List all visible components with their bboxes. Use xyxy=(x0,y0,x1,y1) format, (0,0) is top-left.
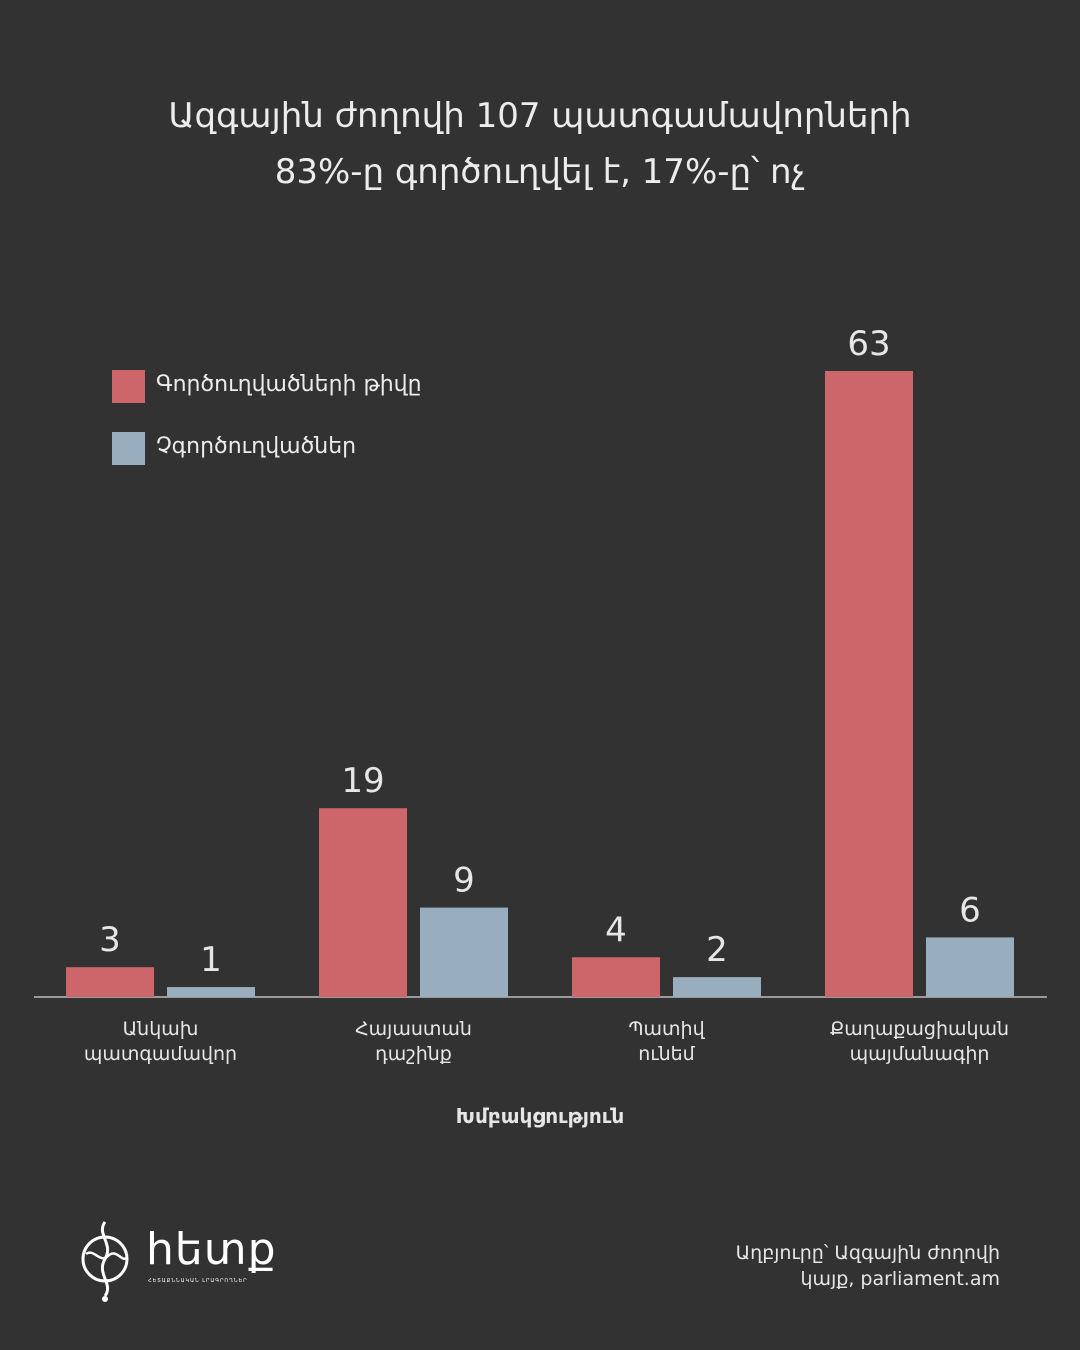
legend-swatch-sent xyxy=(112,370,145,403)
data-label-not-sent-0: 1 xyxy=(200,940,222,980)
x-tick-label-2-1: ունեմ xyxy=(638,1043,695,1065)
bar-not-sent-2 xyxy=(673,977,761,997)
legend-label-sent: Գործուղվածների թիվը xyxy=(156,372,422,397)
data-label-sent-0: 3 xyxy=(99,920,121,960)
x-tick-label-1-1: դաշինք xyxy=(375,1043,452,1065)
x-tick-label-1-0: Հայաստան xyxy=(355,1018,472,1040)
hetq-wordmark: հետք xyxy=(146,1224,277,1275)
bar-not-sent-3 xyxy=(926,937,1014,997)
data-label-sent-1: 19 xyxy=(341,761,384,801)
x-axis-title: Խմբակցություն xyxy=(455,1104,625,1128)
x-tick-label-2-0: Պատիվ xyxy=(628,1018,705,1040)
hetq-logo: հետք ՀԵՏԱՔՆՆԱԿԱՆ ԼՐԱԳՐՈՂՆԵՐ xyxy=(78,1214,298,1304)
bar-sent-0 xyxy=(66,967,154,997)
data-label-sent-3: 63 xyxy=(847,324,890,364)
legend-label-not-sent: Չգործուղվածներ xyxy=(156,434,357,459)
source-line-1: Աղբյուրը՝ Ազգային ժողովի xyxy=(735,1242,1000,1264)
data-label-not-sent-1: 9 xyxy=(453,861,475,901)
bar-not-sent-1 xyxy=(420,907,508,997)
bar-not-sent-0 xyxy=(167,987,255,997)
x-tick-label-0-0: Անկախ xyxy=(123,1018,199,1040)
hetq-tagline: ՀԵՏԱՔՆՆԱԿԱՆ ԼՐԱԳՐՈՂՆԵՐ xyxy=(148,1278,248,1284)
bar-sent-2 xyxy=(572,957,660,997)
hetq-logo-icon xyxy=(81,1221,129,1302)
data-label-not-sent-3: 6 xyxy=(959,890,981,930)
x-tick-label-3-1: պայմանագիր xyxy=(850,1043,990,1065)
source-note: Աղբյուրը՝ Ազգային ժողովի կայք, parliamen… xyxy=(736,1240,1000,1292)
chart-title-line-2: 83%-ը գործուղվել է, 17%-ը՝ ոչ xyxy=(274,152,806,192)
chart-title: Ազգային ժողովի 107 պատգամավորների 83%-ը … xyxy=(0,88,1080,200)
x-tick-label-3-0: Քաղաքացիական xyxy=(830,1018,1009,1040)
data-label-not-sent-2: 2 xyxy=(706,930,728,970)
legend-swatch-not-sent xyxy=(112,432,145,465)
bar-sent-3 xyxy=(825,371,913,997)
chart-title-line-1: Ազգային ժողովի 107 պատգամավորների xyxy=(168,96,912,136)
bar-sent-1 xyxy=(319,808,407,997)
data-label-sent-2: 4 xyxy=(605,910,627,950)
x-tick-label-0-1: պատգամավոր xyxy=(84,1043,237,1065)
source-line-2: կայք, parliament.am xyxy=(800,1268,1000,1290)
